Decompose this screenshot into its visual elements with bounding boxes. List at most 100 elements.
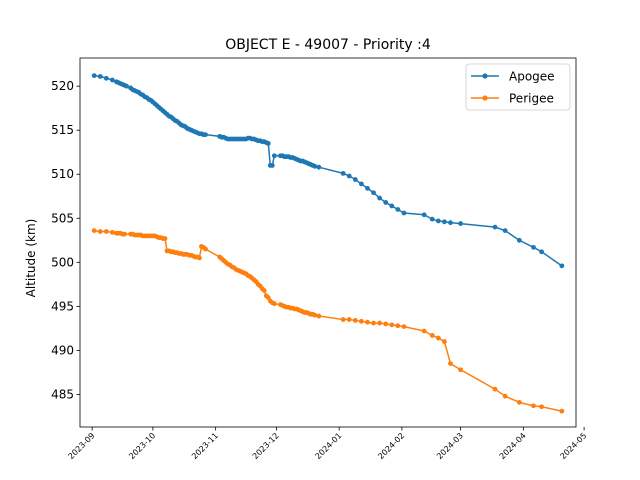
data-point-apogee (316, 164, 322, 170)
x-tick-label: 2023-12 (251, 431, 281, 461)
data-point-apogee (492, 224, 498, 230)
data-point-perigee (352, 318, 358, 323)
data-point-perigee (365, 319, 370, 325)
y-tick-label: 505 (51, 211, 74, 225)
x-tick-label: 2024-01 (314, 431, 344, 461)
data-point-apogee (442, 219, 447, 225)
data-point-apogee (448, 220, 453, 226)
data-point-perigee (371, 320, 376, 326)
x-tick-label: 2023-10 (127, 431, 157, 461)
data-point-apogee (429, 216, 435, 222)
data-point-perigee (109, 229, 115, 235)
x-tick-label: 2024-03 (435, 431, 465, 461)
y-tick-label: 485 (51, 387, 74, 401)
data-point-perigee (97, 229, 103, 234)
series-line-perigee (94, 229, 562, 412)
y-tick-label: 490 (51, 343, 74, 357)
data-point-perigee (559, 408, 565, 414)
chart-title: OBJECT E - 49007 - Priority :4 (225, 37, 431, 53)
legend-perigee-marker (482, 95, 488, 101)
data-point-perigee (516, 399, 522, 405)
data-point-perigee (435, 335, 441, 341)
data-point-perigee (203, 246, 208, 252)
legend-apogee-marker (482, 73, 488, 79)
data-point-apogee (109, 77, 115, 83)
data-point-apogee (359, 181, 364, 187)
y-axis: 485 490 495 500 505 510 515 520 (51, 79, 80, 401)
data-point-perigee (539, 404, 544, 410)
plot-frame (79, 57, 577, 428)
data-point-apogee (383, 200, 389, 205)
data-point-perigee (359, 318, 364, 324)
x-tick-label: 2024-02 (376, 431, 406, 461)
data-point-perigee (442, 339, 447, 344)
x-tick-label: 2023-09 (67, 431, 97, 461)
data-point-perigee (197, 255, 202, 261)
data-point-apogee (502, 228, 508, 234)
data-point-perigee (312, 312, 318, 318)
data-point-apogee (265, 141, 271, 146)
data-point-apogee (340, 170, 346, 176)
y-tick-label: 500 (51, 255, 74, 269)
data-point-perigee (91, 228, 97, 234)
data-point-perigee (162, 236, 168, 241)
data-point-perigee (377, 320, 383, 326)
x-tick-label: 2023-11 (190, 431, 220, 461)
data-point-perigee (389, 322, 395, 328)
data-point-apogee (312, 163, 318, 169)
y-tick-label: 510 (51, 167, 74, 181)
data-point-apogee (103, 75, 109, 81)
data-point-perigee (421, 328, 427, 334)
data-point-apogee (269, 163, 275, 168)
data-point-perigee (492, 386, 498, 392)
y-tick-label: 515 (51, 123, 74, 137)
data-point-apogee (203, 132, 208, 138)
data-point-perigee (346, 317, 352, 322)
data-point-apogee (377, 195, 383, 201)
y-tick-label: 495 (51, 299, 74, 313)
data-point-perigee (103, 229, 109, 234)
data-point-perigee (271, 301, 277, 307)
data-point-perigee (395, 323, 401, 329)
plot-area (91, 73, 565, 414)
data-point-apogee (435, 218, 441, 224)
data-point-apogee (421, 212, 427, 218)
data-point-apogee (352, 177, 358, 182)
data-point-apogee (559, 263, 565, 269)
data-point-apogee (539, 249, 544, 255)
y-tick-label: 520 (51, 79, 74, 93)
x-axis: 2023-09 2023-10 2023-11 2023-12 2024-01 2024-… (67, 427, 589, 461)
x-tick-label: 2024-04 (498, 431, 528, 461)
data-point-apogee (91, 73, 97, 79)
data-point-perigee (265, 295, 271, 300)
data-point-perigee (261, 288, 267, 293)
data-point-perigee (316, 313, 322, 319)
data-point-apogee (124, 83, 129, 89)
data-point-apogee (401, 210, 407, 216)
data-point-apogee (371, 190, 376, 196)
data-point-apogee (458, 221, 463, 226)
data-point-apogee (346, 173, 352, 179)
data-point-perigee (429, 333, 435, 338)
data-point-perigee (502, 393, 508, 399)
y-axis-label: Altitude (km) (24, 219, 38, 298)
data-point-perigee (122, 231, 127, 237)
data-point-apogee (516, 237, 522, 243)
data-point-perigee (458, 367, 463, 373)
data-point-perigee (401, 324, 407, 329)
data-point-perigee (340, 317, 346, 322)
data-point-perigee (448, 361, 453, 366)
data-point-apogee (395, 207, 401, 212)
data-point-perigee (383, 321, 389, 327)
data-point-apogee (531, 244, 536, 250)
data-point-apogee (97, 74, 103, 79)
legend-apogee-label: Apogee (509, 70, 555, 84)
legend-perigee-label: Perigee (509, 92, 554, 106)
data-point-apogee (271, 153, 277, 159)
x-tick-label: 2024-05 (559, 431, 589, 461)
data-point-apogee (389, 203, 395, 209)
legend: Apogee Perigee (465, 63, 571, 111)
data-point-perigee (531, 403, 536, 409)
data-point-apogee (365, 185, 370, 191)
